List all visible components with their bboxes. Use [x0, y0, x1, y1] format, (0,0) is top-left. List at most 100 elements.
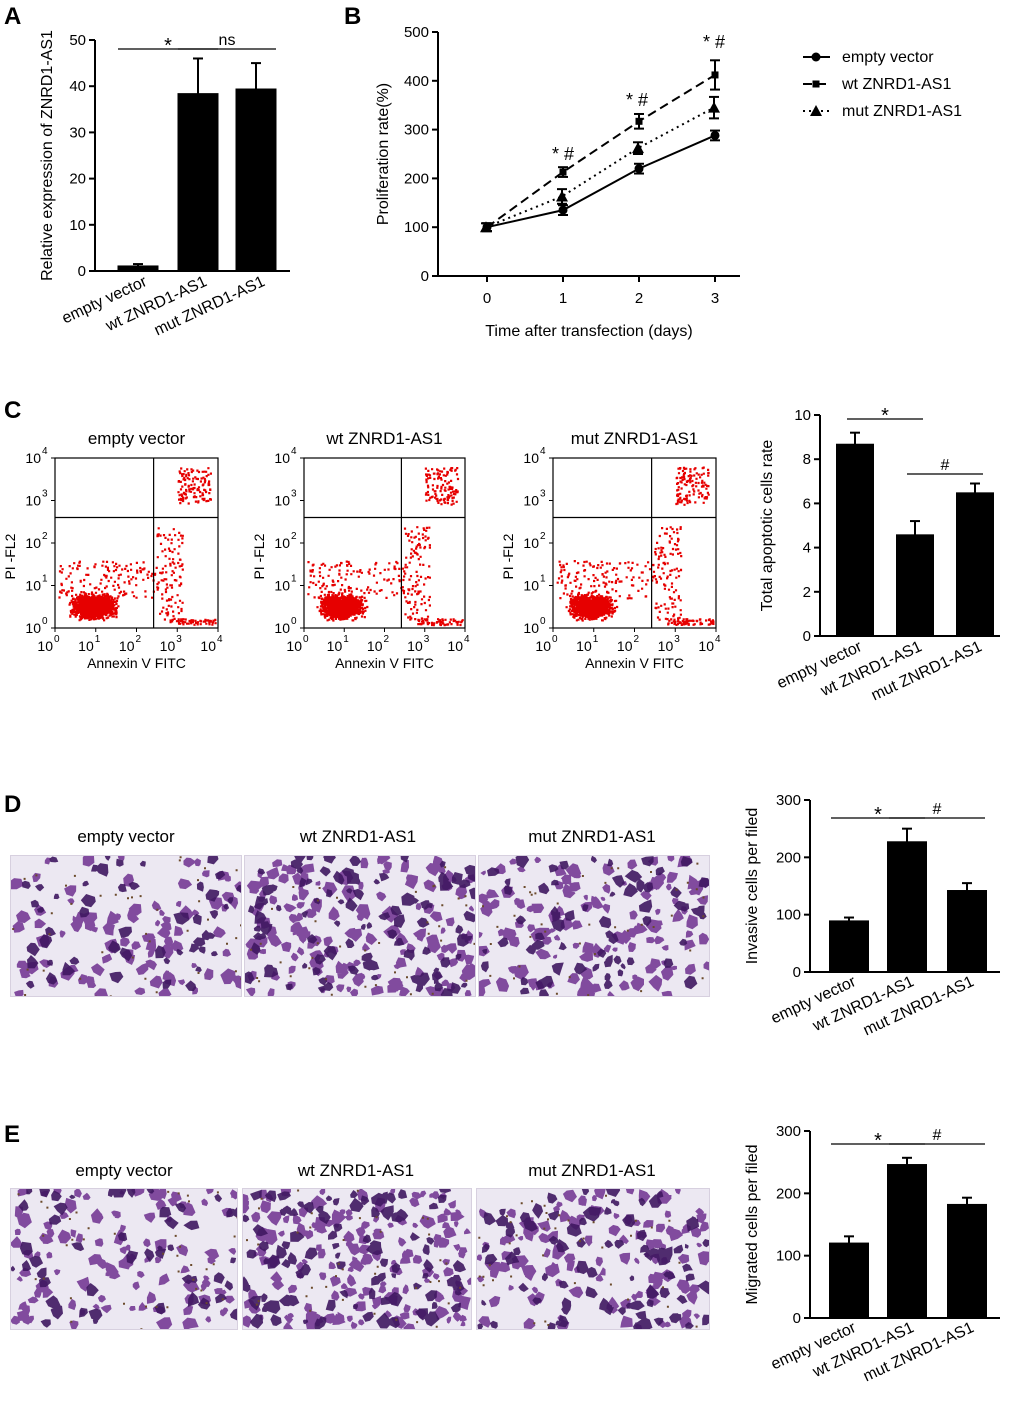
flow-y-tick-exponent: 4 [42, 446, 48, 457]
panel-b-point [635, 117, 643, 125]
panel-label-b: B [344, 3, 361, 30]
panel-c-y-tick-label: 10 [794, 407, 811, 424]
micrograph-title: empty vector [77, 827, 175, 846]
micrograph-cells [243, 1189, 471, 1329]
panel-c-y-axis-label: Total apoptotic cells rate [759, 440, 776, 612]
flow-y-tick-exponent: 2 [291, 531, 297, 542]
flow-y-tick-label: 10 [274, 535, 290, 551]
panel-a-y-tick-label: 30 [69, 124, 86, 141]
panel-a-y-tick-label: 10 [69, 217, 86, 234]
panel-b-series-line [486, 74, 716, 229]
micrograph-d-empty-vector [10, 855, 242, 997]
flow-y-tick-exponent: 0 [291, 616, 297, 627]
panel-e-y-tick-label: 0 [793, 1310, 801, 1327]
panel-b-series-square [482, 59, 720, 233]
panel-c-y-tick-label: 8 [803, 451, 811, 468]
flow-y-tick-exponent: 1 [42, 574, 48, 585]
panel-e-bar [887, 1164, 927, 1318]
micrograph-cells [11, 1189, 237, 1329]
flow-y-tick-label: 10 [25, 620, 41, 636]
flow-x-tick-label: 10 [200, 638, 216, 654]
flow-plot-title: mut ZNRD1-AS1 [571, 429, 699, 448]
panel-b-legend-marker [812, 80, 820, 88]
flow-x-tick-exponent: 3 [176, 634, 182, 645]
flow-x-tick-label: 10 [78, 638, 94, 654]
flow-y-tick-exponent: 0 [540, 616, 546, 627]
panel-a-y-axis-label: Relative expression of ZNRD1-AS1 [39, 30, 56, 281]
panel-b-x-tick-label: 2 [635, 290, 643, 307]
panel-d-bar [829, 920, 869, 972]
panel-c-y-tick-label: 6 [803, 495, 811, 512]
panel-c-y-tick-label: 0 [803, 628, 811, 645]
flow-y-tick-label: 10 [274, 493, 290, 509]
flow-y-tick-label: 10 [25, 450, 41, 466]
flow-x-tick-label: 10 [37, 638, 53, 654]
flow-plot-title: wt ZNRD1-AS1 [325, 429, 442, 448]
flow-scatter-dots [58, 467, 217, 626]
panel-b-legend-label: mut ZNRD1-AS1 [842, 103, 962, 120]
panel-b-y-tick-label: 300 [404, 122, 429, 139]
panel-b-significance-mark: * # [703, 32, 725, 52]
micrograph-title: wt ZNRD1-AS1 [297, 1161, 414, 1180]
panel-b-y-tick-label: 100 [404, 219, 429, 236]
flow-y-tick-exponent: 2 [42, 531, 48, 542]
panel-e-y-tick-label: 300 [776, 1123, 801, 1140]
panel-b-legend-marker [811, 52, 821, 62]
flow-y-tick-label: 10 [523, 578, 539, 594]
flow-y-tick-exponent: 4 [540, 446, 546, 457]
panel-b-y-tick-label: 400 [404, 73, 429, 90]
micrograph-title: mut ZNRD1-AS1 [528, 827, 656, 846]
micrograph-e-wt [242, 1188, 472, 1330]
flow-x-tick-exponent: 4 [715, 634, 721, 645]
flow-x-tick-label: 10 [160, 638, 176, 654]
flow-x-tick-label: 10 [327, 638, 343, 654]
flow-scatter-dots [307, 467, 464, 627]
panel-b-x-tick-label: 0 [483, 290, 491, 307]
micrograph-cells [245, 856, 475, 996]
panel-b-point [556, 190, 568, 202]
flow-x-tick-exponent: 1 [95, 634, 101, 645]
panel-b-point [632, 142, 644, 154]
panel-c-significance-mark: * [881, 405, 889, 427]
panel-c-y-tick-label: 2 [803, 584, 811, 601]
flow-y-tick-label: 10 [274, 578, 290, 594]
panel-b-point [480, 221, 492, 233]
panel-label-a: A [4, 3, 21, 30]
micrograph-cell-bodies [245, 856, 475, 996]
panel-a-bar [117, 265, 159, 271]
micrograph-titles-layer: empty vector wt ZNRD1-AS1 mut ZNRD1-AS1 emp… [75, 827, 655, 1180]
panel-c-bar [896, 534, 934, 636]
panel-a-bar [177, 93, 219, 271]
panel-a-bar [235, 88, 277, 271]
panel-a-bar-chart: 0 10 20 30 40 50 Relative expression of ZNRD1-… [39, 30, 290, 339]
panel-b-significance-mark: * # [552, 144, 574, 164]
panel-b-point [711, 71, 719, 79]
panel-e-significance-mark: * [874, 1130, 882, 1152]
panel-b-x-axis-label: Time after transfection (days) [485, 323, 692, 340]
panel-e-bar [829, 1242, 869, 1318]
micrograph-cell-bodies [479, 856, 709, 996]
flow-y-tick-label: 10 [274, 620, 290, 636]
flow-plot-title: empty vector [88, 429, 186, 448]
flow-x-tick-label: 10 [698, 638, 714, 654]
flow-x-tick-exponent: 2 [136, 634, 142, 645]
panel-label-e: E [4, 1121, 20, 1148]
flow-y-tick-exponent: 2 [540, 531, 546, 542]
panel-b-point [708, 101, 720, 113]
panel-a-significance-mark: * [164, 35, 172, 57]
panel-b-legend-label: empty vector [842, 49, 934, 66]
flow-y-tick-exponent: 1 [540, 574, 546, 585]
flow-y-tick-exponent: 1 [291, 574, 297, 585]
flow-y-tick-label: 10 [25, 535, 41, 551]
flow-y-tick-exponent: 3 [540, 489, 546, 500]
flow-x-tick-label: 10 [407, 638, 423, 654]
panel-b-legend-label: wt ZNRD1-AS1 [841, 76, 951, 93]
